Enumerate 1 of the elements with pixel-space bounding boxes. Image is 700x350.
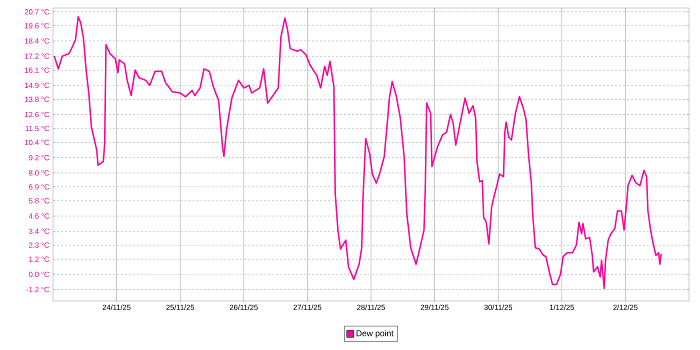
legend-label: Dew point (356, 330, 394, 338)
